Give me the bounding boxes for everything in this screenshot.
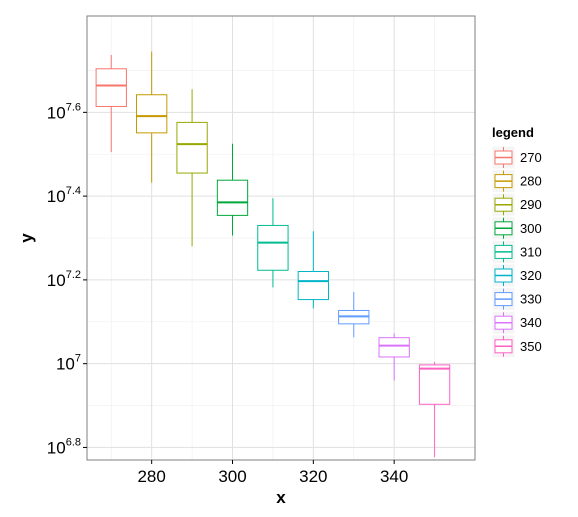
legend-item-290: 290 [491, 192, 542, 217]
box-270 [95, 54, 127, 153]
y-axis: 106.8 107 107.2 107.4 107.6 [47, 101, 87, 457]
box-iqr [136, 94, 168, 134]
box-iqr [378, 337, 410, 358]
box-280 [136, 51, 168, 183]
x-axis-title: x [276, 488, 286, 507]
x-tick-label: 340 [380, 467, 408, 486]
box-290 [176, 89, 208, 247]
box-330 [338, 292, 370, 338]
box-340 [378, 333, 410, 381]
legend-label: 290 [520, 197, 542, 212]
legend-item-330: 330 [491, 287, 542, 312]
legend-label: 340 [520, 315, 542, 330]
y-tick-label: 106.8 [47, 436, 81, 457]
legend-label: 330 [520, 292, 542, 307]
y-tick-label: 107.6 [47, 101, 81, 122]
legend-item-320: 320 [491, 263, 542, 288]
box-300 [216, 143, 249, 236]
box-320 [297, 231, 329, 309]
y-tick-label: 107.2 [47, 269, 81, 290]
legend-item-350: 350 [491, 334, 542, 359]
legend-label: 310 [520, 244, 542, 259]
legend-label: 270 [520, 150, 542, 165]
y-axis-title: y [17, 233, 36, 243]
box-iqr [418, 364, 451, 405]
box-series [95, 51, 451, 458]
box-iqr [257, 224, 289, 271]
legend-item-310: 310 [491, 239, 542, 264]
x-tick-label: 300 [218, 467, 246, 486]
y-tick-label: 107 [56, 353, 81, 374]
legend-label: 280 [520, 174, 542, 189]
box-iqr [216, 179, 249, 216]
x-tick-label: 320 [299, 467, 327, 486]
box-iqr [95, 68, 127, 107]
box-350 [418, 361, 451, 458]
legend-label: 300 [520, 221, 542, 236]
box-iqr [297, 271, 329, 301]
legend-title: legend [492, 125, 534, 140]
y-tick-label: 107.4 [47, 185, 81, 206]
legend-item-340: 340 [491, 310, 542, 335]
legend: legend 270 280 290 300 310 320 330 340 350 [491, 125, 542, 359]
box-iqr [176, 121, 208, 174]
legend-item-280: 280 [491, 169, 542, 194]
legend-label: 350 [520, 339, 542, 354]
legend-item-300: 300 [491, 216, 542, 241]
legend-label: 320 [520, 268, 542, 283]
legend-item-270: 270 [491, 145, 542, 170]
x-axis: 280 300 320 340 [137, 460, 408, 486]
box-310 [257, 198, 289, 288]
plot-panel-border [86, 15, 476, 461]
x-tick-label: 280 [137, 467, 165, 486]
